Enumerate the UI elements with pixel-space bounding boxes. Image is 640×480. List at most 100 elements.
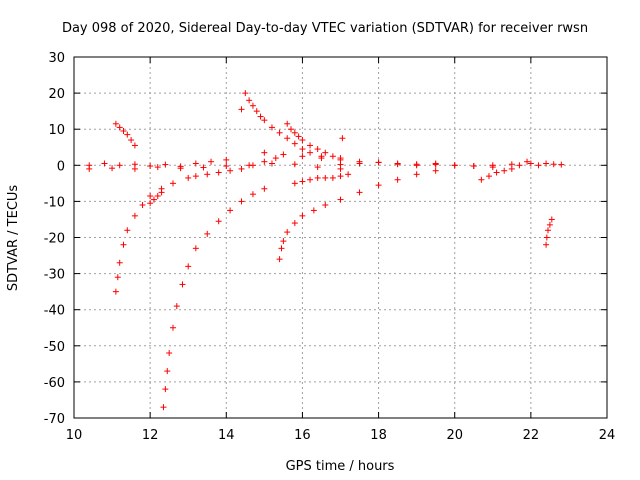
data-point (160, 404, 167, 411)
data-point (192, 245, 199, 252)
data-point (278, 245, 285, 252)
data-point (544, 227, 551, 234)
data-point (558, 161, 565, 168)
data-point (257, 113, 264, 120)
data-point (204, 230, 211, 237)
grid (74, 57, 607, 418)
data-point (124, 131, 131, 138)
y-tick-label: -30 (44, 268, 65, 283)
x-tick-label: 14 (218, 428, 235, 443)
data-point (284, 229, 291, 236)
series-arc-baseline-late (337, 159, 534, 170)
data-point (215, 169, 222, 176)
data-point (280, 238, 287, 245)
data-point (227, 207, 234, 214)
data-point (131, 212, 138, 219)
data-point (185, 263, 192, 270)
x-tick-label: 20 (446, 428, 463, 443)
data-point (318, 155, 325, 162)
x-tick-label: 16 (294, 428, 311, 443)
data-point (242, 90, 249, 97)
y-tick-label: -40 (44, 304, 65, 319)
data-point (147, 192, 154, 199)
y-tick-label: -60 (44, 376, 65, 391)
data-point (345, 171, 352, 178)
data-point (164, 368, 171, 375)
data-point (249, 191, 256, 198)
data-point (204, 171, 211, 178)
x-axis-label: GPS time / hours (286, 459, 395, 474)
data-point (246, 97, 253, 104)
data-point (223, 156, 230, 163)
data-point (291, 161, 298, 168)
data-point (478, 176, 485, 183)
data-point (337, 196, 344, 203)
data-point (291, 180, 298, 187)
data-point (291, 140, 298, 147)
y-tick-label: -70 (44, 412, 65, 427)
data-point (238, 106, 245, 113)
data-point (112, 120, 119, 127)
data-point (501, 167, 508, 174)
data-point (185, 174, 192, 181)
series-arc-21 (478, 158, 531, 183)
data-point (147, 163, 154, 170)
data-point (154, 164, 161, 171)
data-point (128, 137, 135, 144)
data-point (162, 386, 169, 393)
data-point (489, 162, 496, 169)
data-point (543, 241, 550, 248)
data-point (299, 146, 306, 153)
data-point (249, 162, 256, 169)
data-point (276, 129, 283, 136)
data-point (307, 142, 314, 149)
y-tick-label: 30 (48, 51, 65, 66)
x-tick-label: 22 (523, 428, 540, 443)
data-point (485, 173, 492, 180)
data-points (86, 90, 565, 411)
series-arc-small-12 (147, 189, 165, 207)
data-point (276, 256, 283, 263)
data-point (192, 160, 199, 167)
y-tick-label: 10 (48, 123, 65, 138)
y-tick-label: 0 (57, 159, 65, 174)
data-point (208, 158, 215, 165)
data-point (288, 126, 295, 133)
data-point (356, 160, 363, 167)
data-point (299, 137, 306, 144)
data-point (268, 124, 275, 131)
data-point (314, 174, 321, 181)
data-point (451, 162, 458, 169)
data-point (120, 241, 127, 248)
data-point (147, 200, 154, 207)
data-point (516, 162, 523, 169)
data-point (307, 176, 314, 183)
data-point (124, 227, 131, 234)
series-arc-22-4-neg (543, 216, 555, 248)
data-point (249, 102, 256, 109)
data-point (337, 173, 344, 180)
data-point (173, 303, 180, 310)
data-point (307, 149, 314, 156)
data-point (116, 162, 123, 169)
data-point (527, 160, 534, 167)
data-point (169, 324, 176, 331)
x-tick-label: 18 (370, 428, 387, 443)
data-point (548, 216, 555, 223)
data-point (339, 135, 346, 142)
data-point (150, 196, 157, 203)
data-point (375, 159, 382, 166)
data-point (166, 350, 173, 357)
x-tick-label: 12 (142, 428, 159, 443)
data-point (158, 189, 165, 196)
data-point (550, 161, 557, 168)
data-point (543, 234, 550, 241)
data-point (131, 142, 138, 149)
data-point (291, 220, 298, 227)
y-tick-label: -50 (44, 340, 65, 355)
data-point (162, 161, 169, 168)
data-point (261, 158, 268, 165)
data-point (169, 180, 176, 187)
data-point (413, 171, 420, 178)
y-tick-label: -10 (44, 195, 65, 210)
